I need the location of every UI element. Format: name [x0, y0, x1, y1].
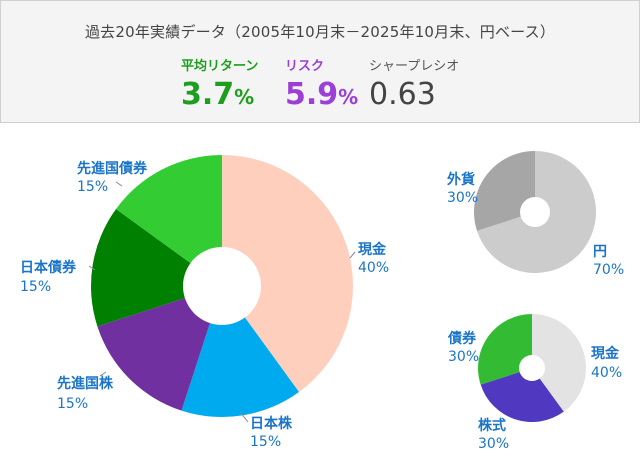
risk: リスク 5.9%	[285, 55, 358, 114]
currency-slice-value-0: 70%	[593, 262, 624, 278]
sharpe-ratio-value: 0.63	[369, 77, 436, 112]
asset-class-donut-hole	[519, 355, 545, 381]
portfolio-slice-value-1: 15%	[250, 434, 281, 450]
portfolio-slice-4	[116, 155, 222, 286]
currency-slice-label-1: 外貨	[447, 171, 475, 188]
risk-value: 5.9%	[285, 77, 359, 112]
asset-class-slice-2	[478, 314, 532, 385]
asset-class-slice-label-0: 現金	[591, 345, 620, 362]
asset-class-slice-0	[532, 314, 586, 412]
sharpe-ratio: シャープレシオ 0.63	[369, 55, 459, 112]
asset-class-slice-value-0: 40%	[591, 365, 622, 381]
average-return: 平均リターン 3.7%	[181, 55, 258, 114]
currency-slice-label-0: 円	[593, 244, 607, 260]
portfolio-slice-label-3: 日本債券	[20, 259, 77, 276]
average-return-label: 平均リターン	[181, 59, 259, 74]
sharpe-ratio-label: シャープレシオ	[369, 59, 460, 74]
currency-slice-1	[474, 151, 535, 231]
portfolio-slice-label-1: 日本株	[250, 415, 293, 432]
portfolio-donut-hole	[183, 247, 261, 325]
portfolio-leader-line-0	[349, 251, 356, 259]
portfolio-slice-value-0: 40%	[358, 260, 389, 276]
portfolio-slice-1	[181, 286, 299, 417]
currency-slice-value-1: 30%	[447, 190, 478, 206]
currency-donut-hole	[520, 197, 550, 227]
risk-label: リスク	[285, 59, 325, 74]
portfolio-slice-3	[91, 209, 223, 327]
asset-class-slice-label-2: 債券	[447, 330, 477, 347]
average-return-value: 3.7%	[181, 77, 255, 112]
portfolio-slice-value-3: 15%	[20, 279, 51, 295]
performance-summary: 過去20年実績データ（2005年10月末－2025年10月末、円ベース） 平均リ…	[0, 0, 640, 123]
portfolio-slice-value-2: 15%	[57, 396, 88, 412]
portfolio-slice-label-0: 現金	[358, 241, 387, 258]
portfolio-slice-0	[222, 155, 354, 392]
period-caption: 過去20年実績データ（2005年10月末－2025年10月末、円ベース）	[84, 23, 556, 41]
portfolio-leader-line-2	[99, 371, 107, 377]
asset-class-slice-value-2: 30%	[448, 349, 479, 365]
portfolio-leader-line-1	[239, 411, 249, 423]
portfolio-slice-label-2: 先進国株	[57, 375, 114, 392]
portfolio-leader-line-3	[88, 265, 96, 271]
portfolio-slice-label-4: 先進国債券	[77, 160, 148, 177]
portfolio-slice-value-4: 15%	[77, 179, 108, 195]
portfolio-slice-2	[97, 286, 222, 411]
asset-class-slice-1	[480, 368, 564, 423]
asset-class-slice-label-1: 株式	[478, 417, 506, 434]
asset-class-slice-value-1: 30%	[478, 436, 509, 452]
portfolio-leader-line-4	[115, 181, 123, 187]
